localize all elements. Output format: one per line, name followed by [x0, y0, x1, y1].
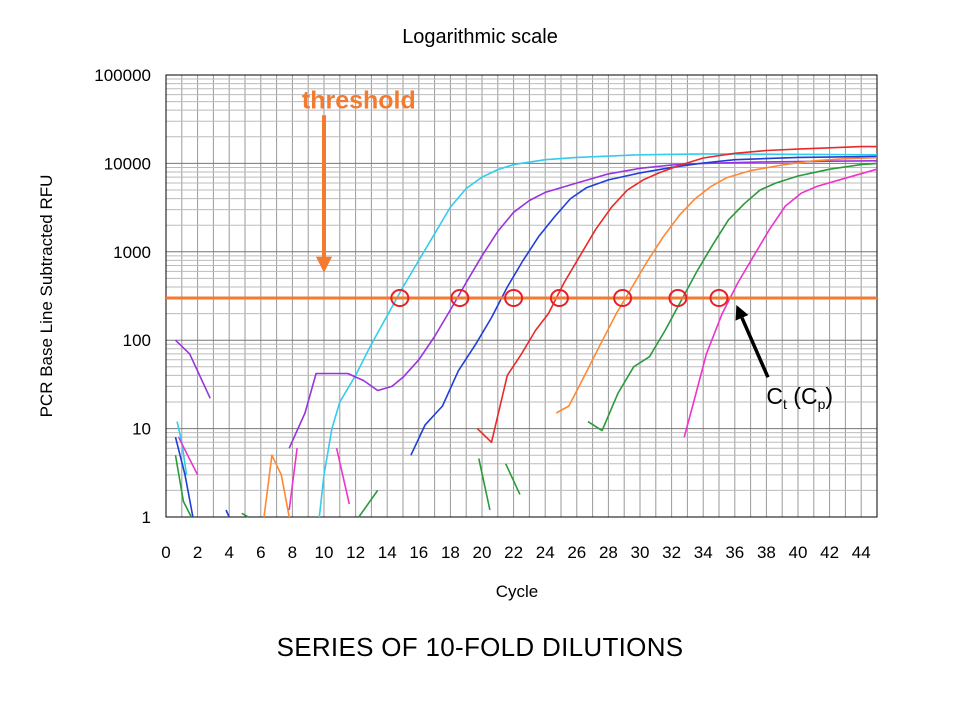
x-tick-label: 2	[193, 543, 202, 562]
series-line	[177, 436, 199, 476]
ct-annotation: Ct (Cp)	[735, 305, 833, 412]
series-line	[288, 160, 878, 449]
series-line	[683, 168, 878, 438]
x-tick-label: 38	[757, 543, 776, 562]
series-line	[174, 437, 194, 518]
series-line	[174, 455, 193, 518]
series-line	[241, 512, 249, 518]
x-tick-label: 26	[567, 543, 586, 562]
x-tick-label: 24	[536, 543, 555, 562]
y-axis-label: PCR Base Line Subtracted RFU	[37, 175, 56, 418]
threshold-arrow-head	[316, 256, 332, 273]
ct-label-open: (C	[787, 383, 818, 409]
x-tick-label: 18	[441, 543, 460, 562]
x-tick-label: 42	[820, 543, 839, 562]
y-tick-label: 1000	[113, 243, 151, 262]
series-line	[476, 145, 877, 444]
series-line	[555, 156, 878, 414]
x-axis-ticks: 0 2 4 6 8 10 12 14 16 18 20 22 24 26 28 30 32 34 36 38 40 42 4…	[161, 543, 870, 562]
x-tick-label: 6	[256, 543, 265, 562]
series-line	[318, 153, 878, 518]
x-tick-label: 32	[662, 543, 681, 562]
chart-caption-bottom: SERIES OF 10-FOLD DILUTIONS	[276, 632, 684, 662]
series-line	[225, 509, 230, 518]
series-group	[174, 145, 878, 518]
plot-frame	[165, 74, 878, 518]
chart-caption-top: Logarithmic scale	[402, 26, 558, 48]
x-tick-label: 40	[789, 543, 808, 562]
x-tick-label: 28	[599, 543, 618, 562]
x-tick-label: 4	[224, 543, 233, 562]
x-tick-label: 20	[473, 543, 492, 562]
ct-markers	[390, 289, 729, 308]
ct-marker	[390, 289, 410, 308]
ct-arrow-head	[735, 305, 749, 321]
x-tick-label: 8	[288, 543, 297, 562]
y-tick-label: 100000	[94, 66, 151, 85]
series-line	[174, 339, 211, 399]
ct-marker	[549, 289, 569, 308]
series-line	[410, 155, 878, 456]
x-tick-label: 14	[378, 543, 397, 562]
series-line	[288, 448, 298, 511]
series-line	[478, 458, 491, 511]
x-tick-label: 44	[852, 543, 871, 562]
ct-marker	[668, 289, 688, 308]
ct-marker	[613, 289, 633, 308]
x-tick-label: 36	[725, 543, 744, 562]
x-axis-label: Cycle	[496, 582, 539, 601]
ct-label-close: )	[825, 383, 833, 409]
ct-marker	[450, 289, 470, 308]
x-tick-label: 16	[409, 543, 428, 562]
ct-marker	[709, 289, 729, 308]
series-line	[587, 162, 878, 432]
series-line	[358, 489, 379, 518]
series-line	[335, 448, 351, 505]
x-tick-label: 30	[631, 543, 650, 562]
x-tick-label: 22	[504, 543, 523, 562]
ct-arrow-shaft	[740, 317, 770, 379]
x-tick-label: 12	[346, 543, 365, 562]
ct-label-sub-t: t	[783, 396, 787, 412]
y-tick-label: 10	[132, 420, 151, 439]
series-line	[263, 454, 290, 518]
y-tick-label: 100	[123, 331, 151, 350]
y-tick-label: 1	[142, 508, 151, 527]
series-line	[504, 463, 521, 495]
x-tick-label: 0	[161, 543, 170, 562]
ct-marker	[504, 289, 524, 308]
threshold-group: threshold	[166, 86, 877, 300]
ct-label-sub-p: p	[818, 396, 826, 412]
x-tick-label: 34	[694, 543, 713, 562]
ct-label: Ct (Cp)	[766, 383, 833, 412]
x-tick-label: 10	[315, 543, 334, 562]
threshold-label: threshold	[302, 86, 416, 114]
y-axis-ticks: 1 10 100 1000 10000 100000	[94, 66, 151, 527]
ct-label-c: C	[766, 383, 783, 409]
y-tick-label: 10000	[104, 154, 151, 173]
